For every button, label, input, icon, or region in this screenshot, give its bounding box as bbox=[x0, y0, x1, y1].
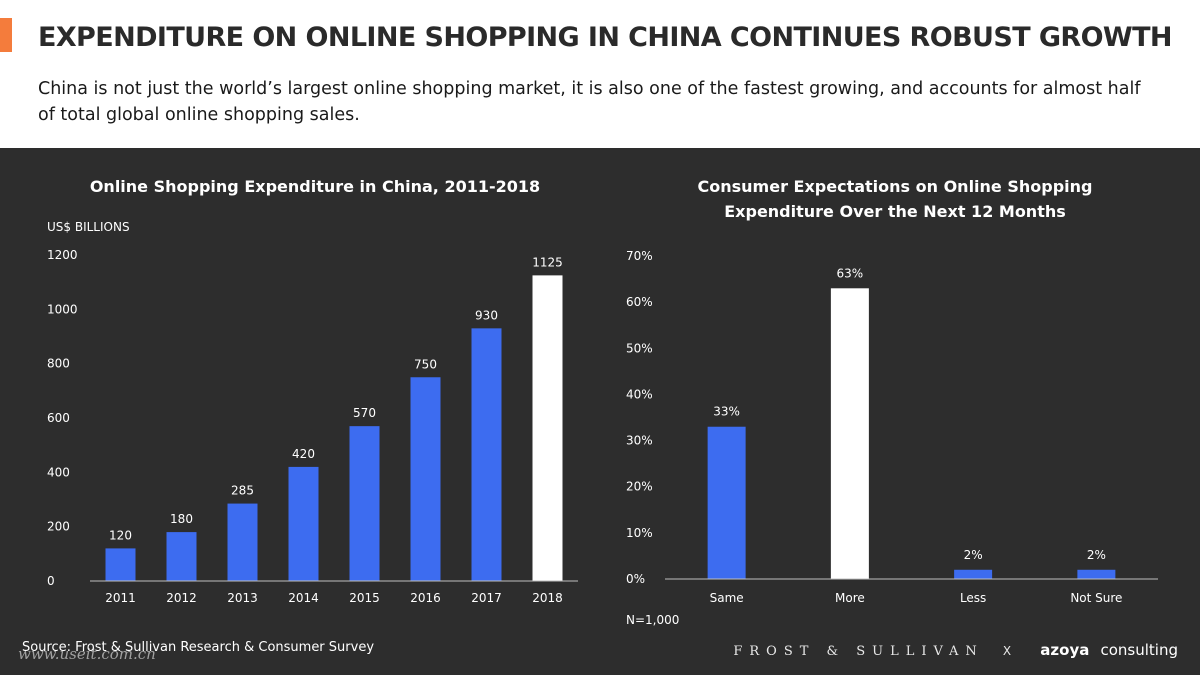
chart1-data-label-2015: 570 bbox=[353, 406, 376, 420]
chart1-bar-2017 bbox=[471, 328, 502, 581]
chart2-data-label-same: 33% bbox=[713, 405, 740, 419]
chart2-x-tick-same: Same bbox=[710, 591, 744, 605]
chart1-y-tick-0: 0 bbox=[47, 574, 55, 588]
brand-logos: FROST & SULLIVAN X azoya consulting bbox=[733, 641, 1178, 659]
chart1-data-label-2016: 750 bbox=[414, 357, 437, 371]
chart2-sample-note: N=1,000 bbox=[626, 613, 679, 627]
chart1-y-tick-400: 400 bbox=[47, 465, 70, 479]
chart2-y-tick-50: 50% bbox=[626, 341, 653, 355]
chart1-x-tick-2017: 2017 bbox=[471, 591, 502, 605]
chart1-y-tick-1200: 1200 bbox=[47, 248, 78, 262]
chart1-y-tick-1000: 1000 bbox=[47, 302, 78, 316]
chart2-y-tick-40: 40% bbox=[626, 387, 653, 401]
watermark: www.useit.com.cn bbox=[18, 645, 156, 663]
chart1-bar-2012 bbox=[166, 532, 197, 581]
chart1-data-label-2011: 120 bbox=[109, 528, 132, 542]
chart1-x-tick-2012: 2012 bbox=[166, 591, 197, 605]
chart1-data-label-2018: 1125 bbox=[532, 255, 563, 269]
chart2-title-line-2: Expenditure Over the Next 12 Months bbox=[724, 202, 1066, 221]
chart2-y-tick-70: 70% bbox=[626, 249, 653, 263]
chart2-y-tick-60: 60% bbox=[626, 295, 653, 309]
chart2-y-tick-30: 30% bbox=[626, 434, 653, 448]
chart1-data-label-2017: 930 bbox=[475, 308, 498, 322]
chart1-title: Online Shopping Expenditure in China, 20… bbox=[90, 177, 540, 196]
chart2-data-label-more: 63% bbox=[837, 266, 864, 280]
chart1-y-tick-200: 200 bbox=[47, 520, 70, 534]
chart2-bar-same bbox=[707, 426, 746, 579]
chart2-title-line-1: Consumer Expectations on Online Shopping bbox=[698, 177, 1093, 196]
chart1-x-tick-2013: 2013 bbox=[227, 591, 258, 605]
accent-bar bbox=[0, 18, 12, 52]
chart1-x-tick-2016: 2016 bbox=[410, 591, 441, 605]
chart1-bar-2018 bbox=[532, 275, 563, 581]
chart1-data-label-2014: 420 bbox=[292, 447, 315, 461]
azoya-logo: azoya bbox=[1040, 641, 1090, 659]
chart1-x-tick-2014: 2014 bbox=[288, 591, 319, 605]
chart1-bar-2014 bbox=[288, 466, 319, 581]
chart2-data-label-not-sure: 2% bbox=[1087, 548, 1106, 562]
chart1-x-tick-2015: 2015 bbox=[349, 591, 380, 605]
chart2-x-tick-not-sure: Not Sure bbox=[1070, 591, 1122, 605]
frost-sullivan-logo: FROST & SULLIVAN bbox=[733, 644, 984, 659]
chart1-y-tick-800: 800 bbox=[47, 357, 70, 371]
chart1-data-label-2012: 180 bbox=[170, 512, 193, 526]
chart2-y-tick-0: 0% bbox=[626, 572, 645, 586]
chart1-bar-2013 bbox=[227, 503, 258, 581]
chart1-data-label-2013: 285 bbox=[231, 484, 254, 498]
chart1-y-axis-label: US$ BILLIONS bbox=[47, 220, 130, 234]
chart1-x-tick-2011: 2011 bbox=[105, 591, 136, 605]
chart2-data-label-less: 2% bbox=[964, 548, 983, 562]
chart2-bar-less bbox=[954, 569, 993, 579]
page-title: EXPENDITURE ON ONLINE SHOPPING IN CHINA … bbox=[38, 22, 1173, 53]
chart-panel bbox=[0, 148, 1200, 675]
chart1-x-tick-2018: 2018 bbox=[532, 591, 563, 605]
chart1-bar-2015 bbox=[349, 426, 380, 581]
chart1-bar-2016 bbox=[410, 377, 441, 581]
chart2-x-tick-less: Less bbox=[960, 591, 986, 605]
chart1-y-tick-600: 600 bbox=[47, 411, 70, 425]
header-area: EXPENDITURE ON ONLINE SHOPPING IN CHINA … bbox=[0, 0, 1200, 148]
chart2-bar-more bbox=[830, 288, 869, 579]
chart2-y-tick-10: 10% bbox=[626, 526, 653, 540]
consulting-logo: consulting bbox=[1100, 641, 1179, 659]
page-subtitle: China is not just the world’s largest on… bbox=[38, 79, 1141, 125]
source-note: Source: Frost & Sullivan Research & Cons… bbox=[22, 640, 375, 655]
chart2-x-tick-more: More bbox=[835, 591, 865, 605]
chart2-y-tick-20: 20% bbox=[626, 480, 653, 494]
brand-separator: X bbox=[1002, 644, 1012, 658]
chart1-bar-2011 bbox=[105, 548, 136, 581]
chart2-bar-not-sure bbox=[1077, 569, 1116, 579]
